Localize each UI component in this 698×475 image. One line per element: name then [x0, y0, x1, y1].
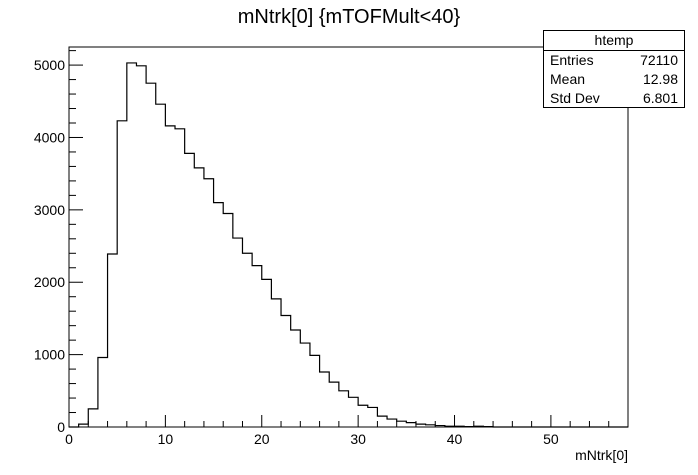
stats-row-entries: Entries 72110 — [544, 51, 684, 70]
x-tick-label: 20 — [254, 431, 270, 447]
y-tick-label: 3000 — [34, 202, 65, 218]
chart-title: mNtrk[0] {mTOFMult<40} — [237, 6, 461, 28]
stats-label: Entries — [550, 52, 594, 68]
stats-label: Std Dev — [550, 90, 600, 106]
stats-box: htemp Entries 72110 Mean 12.98 Std Dev 6… — [543, 30, 685, 108]
x-tick-label: 50 — [543, 431, 559, 447]
stats-box-name: htemp — [544, 31, 684, 51]
stats-value: 12.98 — [642, 71, 678, 87]
y-tick-label: 2000 — [34, 274, 65, 290]
y-axis: 0 1000 2000 3000 4000 5000 — [34, 50, 83, 435]
y-tick-label: 0 — [57, 419, 65, 435]
plot-frame — [68, 46, 629, 428]
x-tick-label: 0 — [65, 431, 73, 447]
x-tick-label: 30 — [350, 431, 366, 447]
x-axis-label: mNtrk[0] — [575, 447, 628, 463]
stats-value: 72110 — [640, 52, 678, 68]
y-tick-label: 4000 — [34, 129, 65, 145]
x-axis: 0 10 20 30 40 50 mNtrk[0] — [65, 415, 628, 463]
stats-label: Mean — [550, 71, 586, 87]
stats-value: 6.801 — [642, 90, 678, 106]
stats-row-stddev: Std Dev 6.801 — [544, 89, 684, 108]
y-tick-label: 1000 — [34, 347, 65, 363]
stats-row-mean: Mean 12.98 — [544, 70, 684, 89]
y-tick-label: 5000 — [34, 57, 65, 73]
x-tick-label: 10 — [158, 431, 174, 447]
x-tick-label: 40 — [447, 431, 463, 447]
histogram-outline — [69, 62, 628, 428]
